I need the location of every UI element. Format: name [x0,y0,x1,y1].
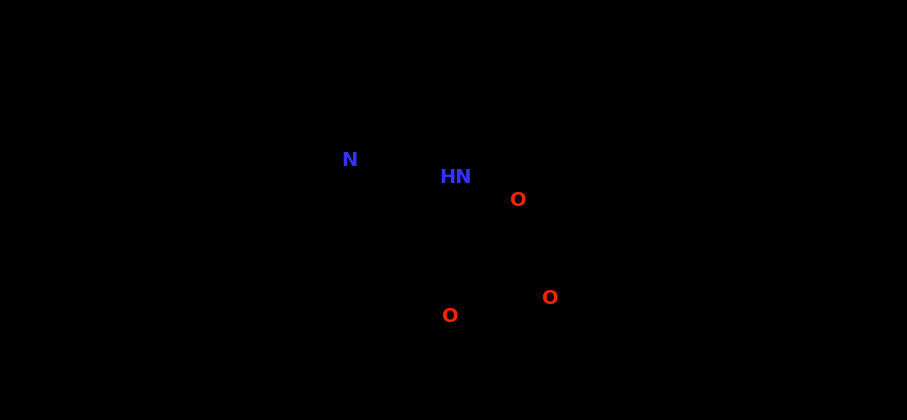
Text: HN: HN [439,168,472,186]
Text: O: O [541,289,559,307]
Text: O: O [510,191,526,210]
Text: O: O [443,307,459,326]
Text: N: N [341,150,357,170]
